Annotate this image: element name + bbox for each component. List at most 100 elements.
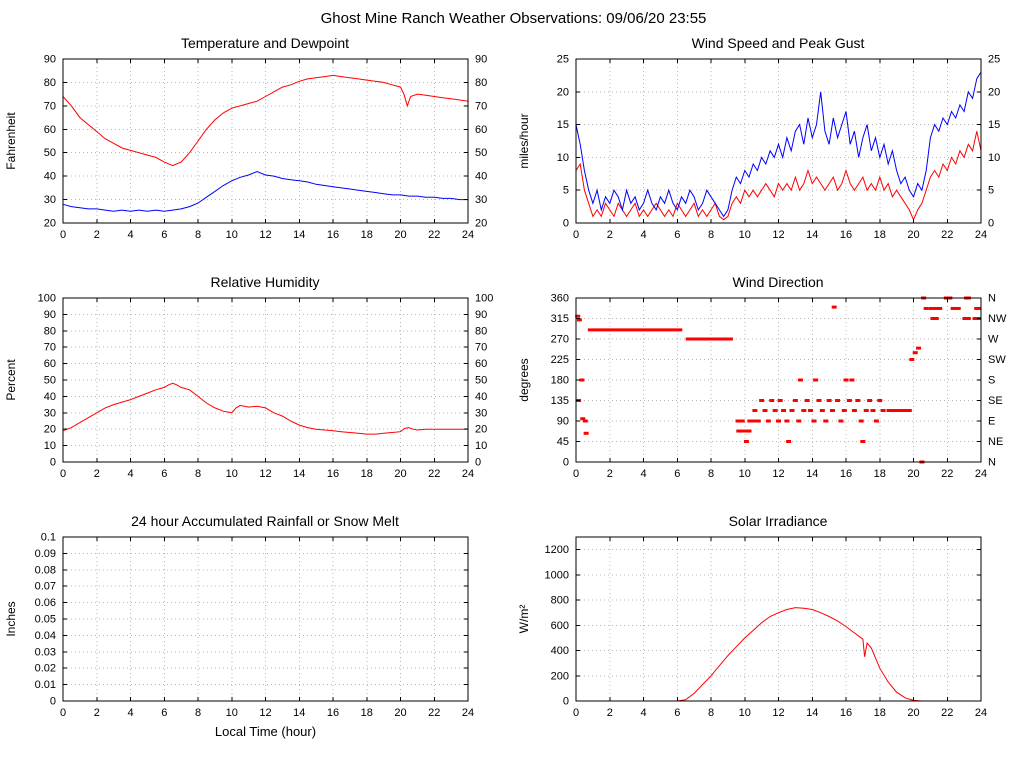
x-tick-label: 14 <box>293 707 305 719</box>
y-tick-label: 0.07 <box>34 581 55 593</box>
y-tick-label-right: SE <box>988 395 1003 407</box>
scatter-point <box>908 358 914 361</box>
y-tick-label-right: 30 <box>475 194 487 206</box>
scatter-point <box>777 399 783 402</box>
y-tick-label: 80 <box>43 77 55 89</box>
x-tick-label: 6 <box>674 229 680 241</box>
x-tick-label: 22 <box>941 468 953 480</box>
y-tick-label: 90 <box>43 309 55 321</box>
y-axis-label: degrees <box>517 358 531 401</box>
y-tick-label: 70 <box>43 100 55 112</box>
y-tick-label: 400 <box>550 645 568 657</box>
x-tick-label: 22 <box>428 707 440 719</box>
x-tick-label: 10 <box>738 229 750 241</box>
y-tick-label-right: 25 <box>988 54 1000 66</box>
charts-grid: Temperature and Dewpoint 0 2 4 6 8 10 12 14 16 18… <box>0 31 1027 748</box>
x-tick-label: 20 <box>907 468 919 480</box>
chart-title-temperature-dewpoint: Temperature and Dewpoint <box>180 35 350 51</box>
x-tick-label: 14 <box>806 707 818 719</box>
scatter-point <box>863 409 869 413</box>
scatter-point <box>858 419 864 423</box>
scatter-point <box>762 409 767 413</box>
scatter-point <box>578 378 584 382</box>
y-axis-label: Fahrenheit <box>4 112 18 170</box>
x-tick-label: 12 <box>772 229 784 241</box>
x-tick-label: 0 <box>572 707 578 719</box>
y-axis-label: miles/hour <box>517 113 531 168</box>
y-tick-label: 315 <box>550 313 568 325</box>
y-tick-label-right: 70 <box>475 342 487 354</box>
y-tick-label: 40 <box>43 171 55 183</box>
scatter-point <box>743 440 749 443</box>
chart-title-solar-irradiance: Solar Irradiance <box>728 513 828 529</box>
y-tick-label: 50 <box>43 375 55 387</box>
chart-temperature-dewpoint: Temperature and Dewpoint 0 2 4 6 8 10 12 14 16 18… <box>1 31 514 270</box>
y-tick-label-right: S <box>988 375 995 387</box>
x-tick-label: 10 <box>225 229 237 241</box>
y-tick-label: 0.02 <box>34 663 55 675</box>
scatter-point <box>841 409 847 413</box>
x-tick-label: 18 <box>873 468 885 480</box>
y-tick-label: 0.05 <box>34 614 55 626</box>
scatter-point <box>768 399 774 402</box>
x-tick-label: 16 <box>326 229 338 241</box>
x-tick-label: 4 <box>640 468 646 480</box>
scatter-point <box>765 419 771 423</box>
scatter-point <box>880 409 886 413</box>
y-tick-label-right: 15 <box>988 119 1000 131</box>
y-tick-label: 800 <box>550 595 568 607</box>
y-tick-label-right: 20 <box>988 86 1000 98</box>
y-tick-label: 0.1 <box>40 532 55 544</box>
y-tick-label-right: 80 <box>475 77 487 89</box>
scatter-point <box>800 409 806 413</box>
y-tick-label-right: 40 <box>475 171 487 183</box>
x-tick-label: 16 <box>839 468 851 480</box>
scatter-point <box>755 419 761 423</box>
chart-wind-direction: Wind Direction 0 2 4 6 8 10 12 14 16 18 20 22 24 0 N 45… <box>514 270 1027 509</box>
x-tick-label: 22 <box>428 468 440 480</box>
x-tick-label: 16 <box>839 229 851 241</box>
x-tick-label: 2 <box>93 707 99 719</box>
x-tick-label: 8 <box>707 468 713 480</box>
scatter-point <box>829 409 835 413</box>
x-tick-label: 20 <box>394 229 406 241</box>
scatter-point <box>854 399 860 402</box>
x-tick-label: 20 <box>394 468 406 480</box>
chart-relative-humidity: Relative Humidity 0 2 4 6 8 10 12 14 16 18 20 22 24 0… <box>1 270 514 509</box>
y-tick-label-right: 5 <box>988 185 994 197</box>
solar-irradiance-plot: 0 2 4 6 8 10 12 14 16 18 20 22 240200400600800100012… <box>517 536 987 719</box>
y-tick-label: 15 <box>556 119 568 131</box>
y-tick-label: 20 <box>43 218 55 230</box>
scatter-point <box>912 351 918 355</box>
x-tick-label: 2 <box>606 468 612 480</box>
y-tick-label: 10 <box>43 440 55 452</box>
x-tick-label: 0 <box>572 229 578 241</box>
chart-title-rainfall: 24 hour Accumulated Rainfall or Snow Mel… <box>131 513 399 529</box>
y-tick-label: 0.04 <box>34 630 55 642</box>
scatter-point <box>822 419 828 423</box>
series-relative-humidity <box>62 382 468 435</box>
x-tick-label: 0 <box>59 707 65 719</box>
x-tick-label: 6 <box>674 468 680 480</box>
y-tick-label: 0.08 <box>34 564 55 576</box>
x-tick-label: 8 <box>194 229 200 241</box>
y-tick-label-right: 10 <box>475 440 487 452</box>
chart-rainfall: 24 hour Accumulated Rainfall or Snow Mel… <box>1 509 514 748</box>
y-tick-label: 80 <box>43 325 55 337</box>
y-tick-label: 180 <box>550 375 568 387</box>
x-tick-label: 8 <box>707 707 713 719</box>
y-tick-label-right: 0 <box>475 457 481 469</box>
series-dewpoint <box>62 170 468 212</box>
y-tick-label-right: 60 <box>475 358 487 370</box>
y-tick-label: 360 <box>550 293 568 305</box>
y-tick-label: 45 <box>556 436 568 448</box>
y-tick-label: 200 <box>550 670 568 682</box>
scatter-point <box>807 409 813 413</box>
series-temperature <box>62 74 468 167</box>
chart-title-relative-humidity: Relative Humidity <box>210 274 320 290</box>
y-tick-label: 20 <box>556 86 568 98</box>
x-tick-label: 0 <box>572 468 578 480</box>
